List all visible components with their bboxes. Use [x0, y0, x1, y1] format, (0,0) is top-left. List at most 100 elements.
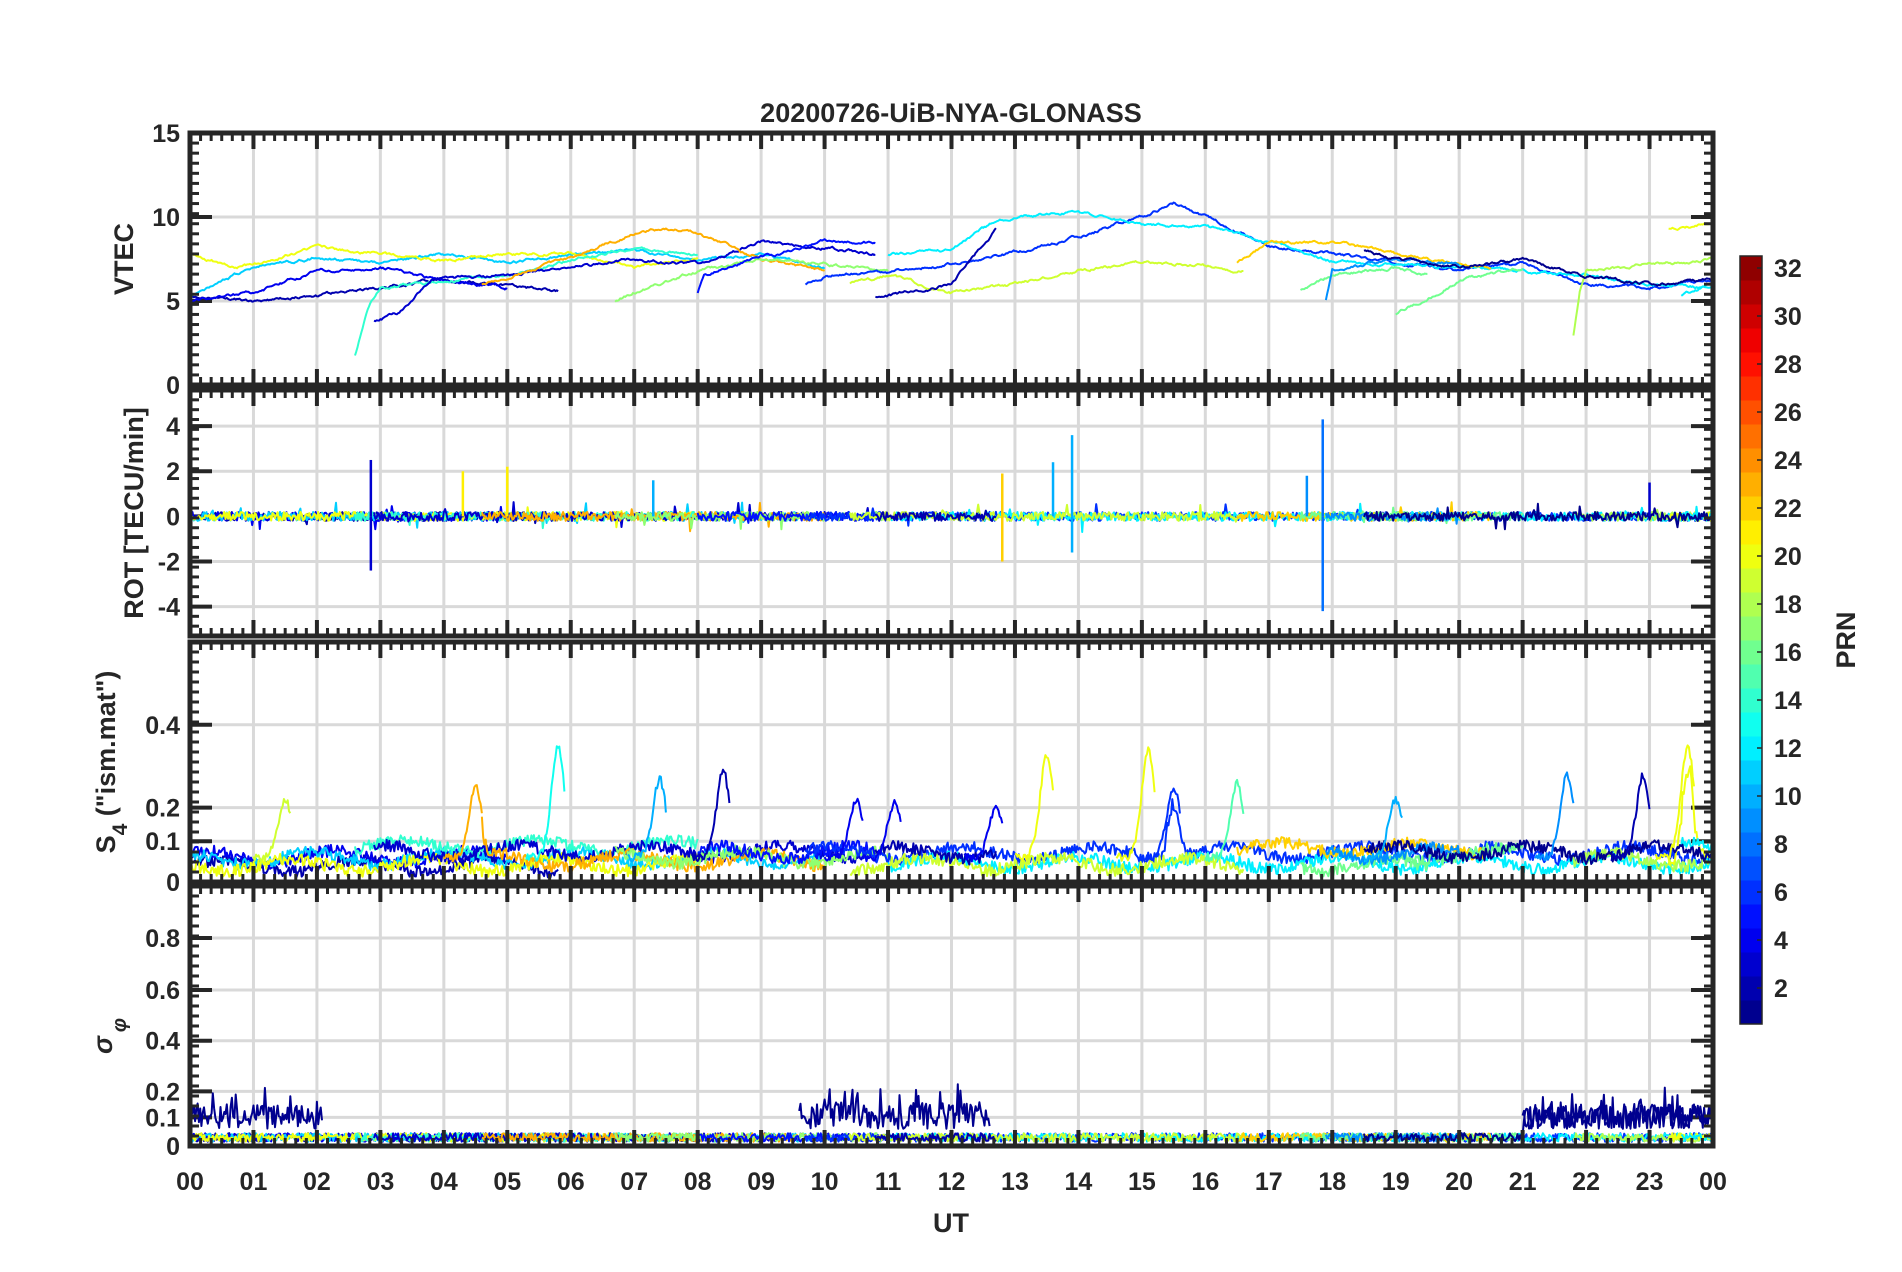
- colorbar-segment: [1740, 736, 1762, 761]
- y-tick-label: -2: [158, 549, 180, 577]
- colorbar-tick-label: 24: [1774, 447, 1802, 475]
- vtec-trace-prn-5: [696, 238, 876, 294]
- panel-vtec: 0 5 10 15 VTEC: [109, 120, 1716, 400]
- colorbar-segment: [1740, 880, 1762, 905]
- y-axis-label: VTEC: [109, 223, 139, 295]
- sigma-phi-trace-prn-1: [1363, 1086, 1713, 1143]
- colorbar-segment: [1740, 952, 1762, 977]
- s4-trace-prn-12: [1680, 836, 1713, 852]
- colorbar-segment: [1740, 448, 1762, 473]
- x-tick-label: 06: [557, 1168, 585, 1196]
- colorbar-segment: [1740, 520, 1762, 545]
- x-tick-label: 12: [938, 1168, 966, 1196]
- colorbar-tick-label: 6: [1774, 879, 1788, 907]
- s4-peak-prn-10: [1363, 795, 1403, 862]
- y-tick-label: 0.1: [145, 828, 180, 856]
- colorbar-segment: [1740, 352, 1762, 377]
- s4-peak-prn-15: [1204, 778, 1245, 863]
- colorbar-segment: [1740, 496, 1762, 521]
- vtec-trace-prn-16: [1300, 266, 1428, 291]
- colorbar-frame: [1739, 255, 1763, 1025]
- rot-trace-prn-19: [849, 503, 1245, 523]
- colorbar-segment: [1740, 328, 1762, 353]
- colorbar-segment: [1740, 688, 1762, 713]
- x-tick-label: 16: [1191, 1168, 1219, 1196]
- colorbar-tick-label: 12: [1774, 735, 1802, 763]
- y-tick-label: 0.6: [145, 977, 180, 1005]
- colorbar-segment: [1740, 616, 1762, 641]
- y-tick-label: 0.1: [145, 1104, 180, 1132]
- y-label-rest: ("ism.mat"): [91, 671, 121, 824]
- x-tick-label: 08: [684, 1168, 712, 1196]
- axes-box: [187, 883, 1716, 1149]
- vtec-trace-prn-19: [849, 260, 1244, 295]
- s4-peak-prn-6: [1141, 787, 1181, 862]
- s4-peak-prn-20: [1115, 746, 1156, 862]
- s4-peak-prn-2: [691, 768, 731, 862]
- s4-trace-prn-3: [373, 838, 877, 865]
- axes-box: [187, 387, 1716, 639]
- y-tick-label: 0: [166, 372, 180, 400]
- y-tick-label: 0: [166, 1133, 180, 1161]
- colorbar-tick-label: 16: [1774, 639, 1802, 667]
- s4-peak-prn-4: [823, 797, 864, 862]
- s4-trace-prn-1: [1363, 839, 1713, 865]
- s4-peak-prn-2: [1610, 772, 1651, 862]
- colorbar-segment: [1740, 1000, 1762, 1025]
- s4-peak-prn-19: [252, 798, 292, 863]
- panel-s4: 0 0.1 0.2 0.4 S4 ("ism.mat"): [91, 639, 1716, 897]
- colorbar-segment: [1740, 712, 1762, 737]
- colorbar-tick-label: 22: [1774, 495, 1802, 523]
- colorbar-segment: [1740, 472, 1762, 497]
- axes-box: [187, 639, 1716, 885]
- sigma-phi-trace-prn-19: [849, 1132, 1245, 1143]
- x-tick-label: 11: [875, 1168, 902, 1196]
- y-tick-label: 0.4: [145, 1028, 180, 1056]
- colorbar-tick-label: 20: [1774, 543, 1802, 571]
- colorbar-segment: [1740, 376, 1762, 401]
- colorbar-segment: [1740, 856, 1762, 881]
- vtec-trace-prn-16: [1395, 267, 1524, 316]
- x-tick-label: 19: [1382, 1168, 1410, 1196]
- colorbar-segment: [1740, 664, 1762, 689]
- x-tick-label: 09: [747, 1168, 775, 1196]
- colorbar-segment: [1740, 640, 1762, 665]
- y-tick-label: 10: [152, 204, 180, 232]
- x-tick-label: 05: [493, 1168, 521, 1196]
- x-tick-label: 07: [620, 1168, 648, 1196]
- s4-peak-prn-20: [1014, 754, 1054, 862]
- panel-rot: -4 -2 0 2 4 ROT [TECU/min]: [119, 387, 1716, 639]
- x-tick-label: 10: [811, 1168, 839, 1196]
- y-label-sub: 4: [109, 823, 132, 835]
- colorbar-tick-label: 26: [1774, 399, 1802, 427]
- colorbar-tick-label: 28: [1774, 351, 1802, 379]
- x-tick-label: 02: [303, 1168, 331, 1196]
- colorbar-segment: [1740, 760, 1762, 785]
- series-group: [190, 419, 1713, 612]
- rot-trace-prn-12: [887, 502, 1713, 533]
- colorbar-tick-label: 30: [1774, 303, 1802, 331]
- colorbar-segment: [1740, 304, 1762, 329]
- s4-peak-prn-20: [1654, 744, 1695, 861]
- s4-trace-prn-2: [874, 840, 997, 866]
- series-group: [190, 201, 1713, 356]
- colorbar-tick-label: 32: [1774, 255, 1802, 283]
- s4-peak-prn-23: [443, 784, 483, 863]
- rot-trace-prn-1: [1363, 502, 1713, 531]
- colorbar-segment: [1740, 592, 1762, 617]
- x-tick-label: 00: [176, 1168, 204, 1196]
- sigma-phi-trace-prn-18: [1572, 1132, 1713, 1143]
- x-tick-label: 18: [1318, 1168, 1346, 1196]
- y-tick-label: 2: [166, 458, 180, 486]
- y-axis-label: ROT [TECU/min]: [119, 407, 149, 618]
- vtec-trace-prn-3: [373, 239, 876, 323]
- y-tick-label: 0.2: [145, 1078, 180, 1106]
- sigma-phi-trace-prn-1: [1521, 1093, 1713, 1130]
- colorbar-segment: [1740, 280, 1762, 305]
- x-tick-label: 22: [1572, 1168, 1600, 1196]
- x-tick-label: 17: [1255, 1168, 1283, 1196]
- vtec-trace-prn-4: [190, 266, 508, 303]
- x-tick-label: 01: [240, 1168, 268, 1196]
